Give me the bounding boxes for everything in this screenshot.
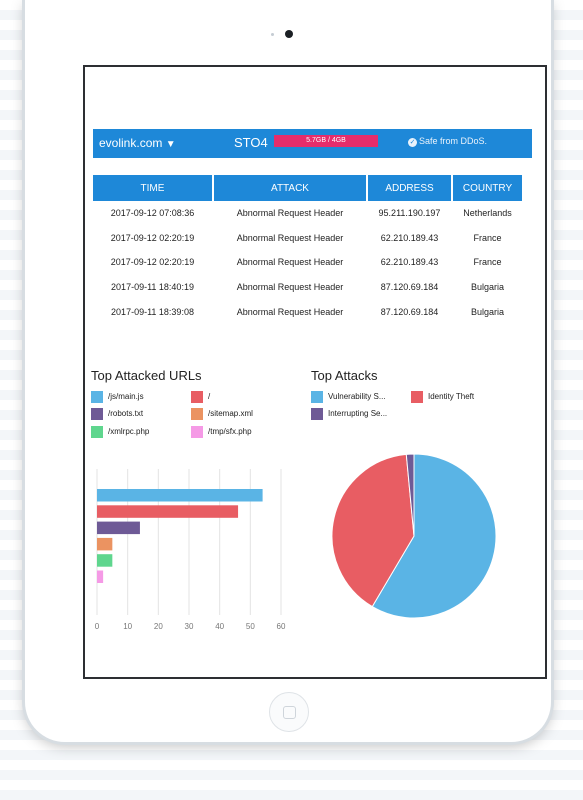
x-tick-label: 20 <box>154 622 163 631</box>
table-row[interactable]: 2017-09-11 18:39:08 Abnormal Request Hea… <box>93 299 522 324</box>
legend-item[interactable]: / <box>191 391 210 403</box>
legend-label: Interrupting Se... <box>328 409 388 419</box>
pie-slice[interactable] <box>405 453 415 537</box>
legend-label: / <box>208 392 211 402</box>
legend-swatch <box>191 391 203 403</box>
bar[interactable] <box>97 505 239 518</box>
cell-attack: Abnormal Request Header <box>236 306 344 317</box>
legend-label: /js/main.js <box>108 392 144 402</box>
table-row[interactable]: 2017-09-12 02:20:19 Abnormal Request Hea… <box>93 250 522 275</box>
cell-attack: Abnormal Request Header <box>236 257 344 268</box>
legend-swatch <box>311 408 323 420</box>
camera <box>285 30 293 38</box>
legend-label: /robots.txt <box>108 409 144 419</box>
chevron-down-icon: ▼ <box>165 139 176 150</box>
legend-item[interactable]: Identity Theft <box>411 391 474 403</box>
col-address[interactable]: ADDRESS <box>368 175 451 201</box>
table-row[interactable]: 2017-09-11 18:40:19 Abnormal Request Hea… <box>93 275 522 300</box>
cell-country: France <box>473 257 502 268</box>
bar[interactable] <box>97 570 104 584</box>
x-tick-label: 10 <box>123 622 132 631</box>
x-tick-label: 60 <box>277 622 286 631</box>
pie-slice[interactable] <box>371 453 497 619</box>
table-header-row: TIME ATTACK ADDRESS COUNTRY <box>93 175 522 201</box>
legend-swatch <box>311 391 323 403</box>
legend-item[interactable]: /xmlrpc.php <box>91 426 149 438</box>
urls-title: Top Attacked URLs <box>91 368 202 383</box>
legend-label: /xmlrpc.php <box>108 427 150 437</box>
legend-item[interactable]: /tmp/sfx.php <box>191 426 252 438</box>
col-attack[interactable]: ATTACK <box>214 175 366 201</box>
col-time[interactable]: TIME <box>93 175 212 201</box>
x-tick-label: 50 <box>246 622 255 631</box>
legend-label: Vulnerability S... <box>328 392 386 402</box>
urls-legend: /js/main.js / /robots.txt /sitemap.xml /… <box>91 391 311 441</box>
cell-address: 62.210.189.43 <box>380 257 439 268</box>
status-text: Safe from DDoS. <box>419 136 488 146</box>
legend-label: /tmp/sfx.php <box>208 427 252 437</box>
home-button[interactable] <box>269 692 309 732</box>
x-tick-label: 40 <box>215 622 224 631</box>
urls-bar-chart: 0 10 20 30 40 50 60 <box>95 469 286 631</box>
legend-item[interactable]: Vulnerability S... <box>311 391 386 403</box>
legend-swatch <box>91 408 103 420</box>
legend-swatch <box>191 408 203 420</box>
cell-attack: Abnormal Request Header <box>236 282 344 293</box>
legend-item[interactable]: Interrupting Se... <box>311 408 387 420</box>
cell-time: 2017-09-11 18:39:08 <box>111 306 194 317</box>
legend-item[interactable]: /robots.txt <box>91 408 143 420</box>
bar[interactable] <box>97 554 113 567</box>
cell-address: 62.210.189.43 <box>380 232 439 243</box>
cell-time: 2017-09-12 02:20:19 <box>110 257 195 268</box>
cell-address: 87.120.69.184 <box>380 306 439 317</box>
pie-slice[interactable] <box>331 453 415 608</box>
cell-country: Bulgaria <box>470 282 505 293</box>
site-selector[interactable]: evolink.com ▼ <box>99 136 176 150</box>
tablet-frame: evolink.com ▼ STO4 5.7GB / 4GB ✓ Safe fro… <box>25 0 551 742</box>
legend-swatch <box>91 391 103 403</box>
legend-label: /sitemap.xml <box>208 409 253 419</box>
legend-item[interactable]: /js/main.js <box>91 391 144 403</box>
dashboard-screen: evolink.com ▼ STO4 5.7GB / 4GB ✓ Safe fro… <box>83 65 547 679</box>
legend-swatch <box>91 426 103 438</box>
status-badge: ✓ Safe from DDoS. <box>408 136 487 147</box>
col-country[interactable]: COUNTRY <box>453 175 522 201</box>
storage-label: STO4 <box>234 135 268 150</box>
attacks-title: Top Attacks <box>311 368 378 383</box>
table-row[interactable]: 2017-09-12 02:20:19 Abnormal Request Hea… <box>93 226 522 251</box>
legend-swatch <box>191 426 203 438</box>
cell-address: 95.211.190.197 <box>378 208 441 219</box>
attack-log-table: TIME ATTACK ADDRESS COUNTRY 2017-09-12 0… <box>91 175 524 324</box>
cell-time: 2017-09-12 07:08:36 <box>110 208 195 219</box>
usage-bar: 5.7GB / 4GB <box>274 135 378 147</box>
legend-label: Identity Theft <box>428 392 475 402</box>
cell-address: 87.120.69.184 <box>380 282 439 293</box>
cell-country: France <box>473 232 502 243</box>
cell-country: Netherlands <box>463 208 512 219</box>
sensor-dot <box>271 33 274 36</box>
legend-item[interactable]: /sitemap.xml <box>191 408 253 420</box>
cell-time: 2017-09-12 02:20:19 <box>110 232 195 243</box>
cell-time: 2017-09-11 18:40:19 <box>111 282 194 293</box>
check-icon: ✓ <box>408 138 417 147</box>
x-tick-label: 30 <box>185 622 194 631</box>
bar[interactable] <box>97 537 113 551</box>
bar[interactable] <box>97 521 140 535</box>
site-name: evolink.com <box>99 136 163 150</box>
cell-attack: Abnormal Request Header <box>236 208 344 219</box>
header-bar: evolink.com ▼ STO4 5.7GB / 4GB ✓ Safe fro… <box>93 129 532 158</box>
legend-swatch <box>411 391 423 403</box>
attacks-legend: Vulnerability S... Identity Theft Interr… <box>311 391 531 423</box>
attacks-pie-chart <box>331 453 497 619</box>
cell-country: Bulgaria <box>470 306 505 317</box>
table-row[interactable]: 2017-09-12 07:08:36 Abnormal Request Hea… <box>93 201 522 226</box>
x-tick-label: 0 <box>95 622 100 631</box>
bar[interactable] <box>97 489 263 502</box>
cell-attack: Abnormal Request Header <box>236 232 344 243</box>
